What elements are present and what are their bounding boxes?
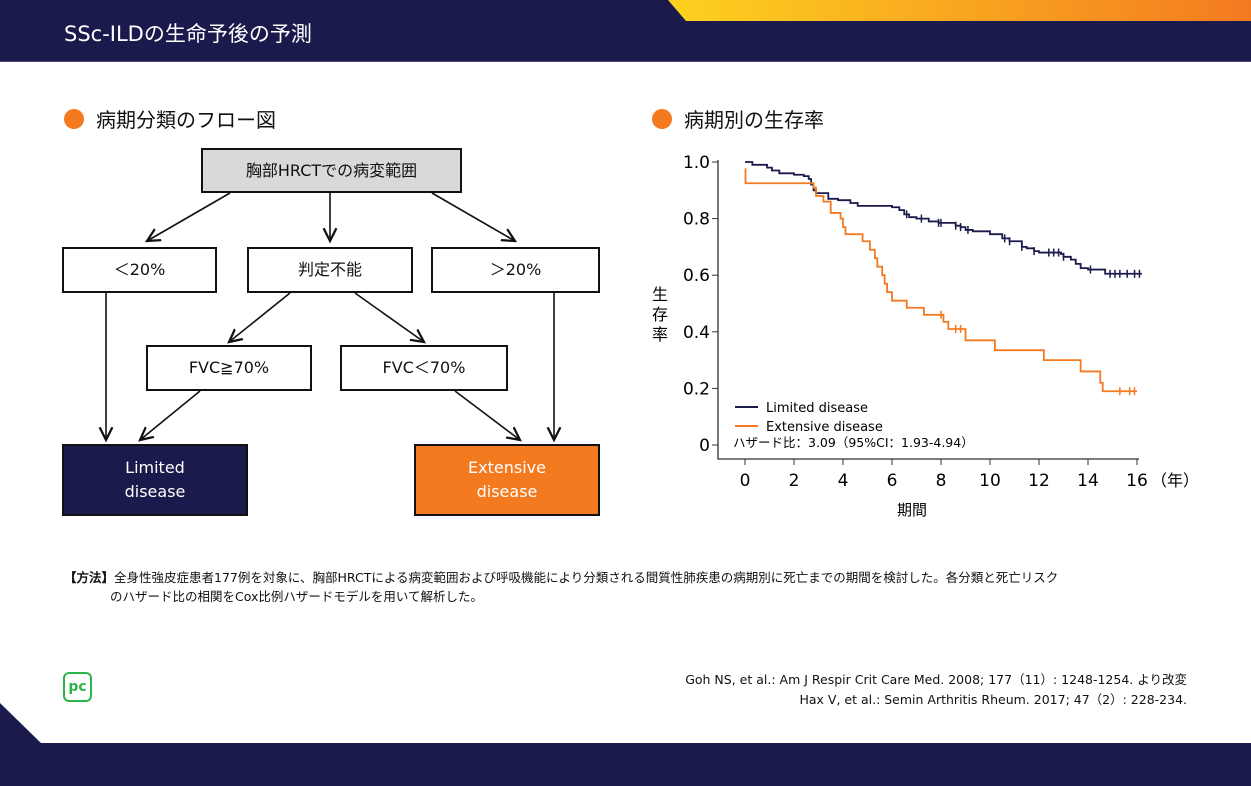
flow-heading-text: 病期分類のフロー図 [96, 108, 276, 132]
x-tick-label: 14 [1077, 471, 1099, 491]
flow-box-limited: Limited disease [62, 444, 248, 516]
header-accent [668, 0, 1251, 21]
x-tick-label: 6 [887, 471, 898, 491]
flow-box-extensive: Extensive disease [414, 444, 600, 516]
flow-box-lt20: ＜20% [62, 247, 217, 293]
legend-label: Extensive disease [766, 420, 883, 435]
bullet-icon [64, 108, 84, 129]
flow-box-fvc-lt70: FVC＜70% [340, 345, 508, 391]
x-axis-label: 期間 [897, 501, 927, 519]
y-axis-label-char: 存 [652, 305, 668, 324]
legend-label: Limited disease [766, 401, 868, 416]
flow-box-indeterminate: 判定不能 [247, 247, 413, 293]
bullet-icon [652, 108, 672, 129]
footer-corner [0, 703, 42, 744]
x-tick-label: 0 [740, 471, 751, 491]
method-label: 【方法】 [64, 570, 115, 585]
x-tick-label: 16 [1126, 471, 1148, 491]
x-unit: （年） [1151, 471, 1199, 490]
y-axis-label-char: 生 [652, 285, 668, 304]
flow-arrows [0, 192, 640, 540]
y-tick-label: 0.2 [683, 379, 710, 399]
reference-1: Goh NS, et al.: Am J Respir Crit Care Me… [685, 672, 1187, 687]
survival-chart: 0 0.2 0.4 0.6 0.8 1.0 0 2 4 6 8 10 12 14 16 （年） 期間 生存率 Lim… [652, 153, 1199, 519]
method-text-1: 全身性強皮症患者177例を対象に、胸部HRCTによる病変範囲および呼吸機能により… [114, 570, 1059, 585]
x-tick-label: 8 [936, 471, 947, 491]
y-tick-label: 0 [699, 436, 710, 456]
page-title: SSc-ILDの生命予後の予測 [64, 22, 312, 46]
axes [717, 160, 1139, 460]
pc-logo: pc [63, 672, 92, 702]
y-tick-label: 0.4 [683, 323, 710, 343]
flow-heading: 病期分類のフロー図 [64, 104, 276, 133]
x-tick-label: 12 [1028, 471, 1050, 491]
flow-box-gt20: ＞20% [431, 247, 600, 293]
flow-box-fvc-ge70: FVC≧70% [146, 345, 312, 391]
y-tick-label: 1.0 [683, 153, 710, 173]
y-tick-label: 0.8 [683, 210, 710, 230]
footer-bar [0, 743, 1251, 786]
y-tick-label: 0.6 [683, 266, 710, 286]
hazard-ratio-annotation: ハザード比：3.09（95%CI：1.93-4.94） [733, 435, 974, 450]
flow-box-hrct: 胸部HRCTでの病変範囲 [201, 148, 462, 193]
y-axis-label-char: 率 [652, 325, 668, 344]
series-line-0 [745, 161, 1142, 275]
x-tick-label: 4 [838, 471, 849, 491]
chart-heading: 病期別の生存率 [652, 104, 824, 133]
method-note: 【方法】全身性強皮症患者177例を対象に、胸部HRCTによる病変範囲および呼吸機… [64, 568, 1204, 606]
x-tick-label: 10 [979, 471, 1001, 491]
chart-heading-text: 病期別の生存率 [684, 108, 824, 132]
series-line-1 [744, 168, 1137, 393]
x-tick-label: 2 [789, 471, 800, 491]
method-text-2: のハザード比の相関をCox比例ハザードモデルを用いて解析した。 [110, 589, 484, 604]
reference-2: Hax V, et al.: Semin Arthritis Rheum. 20… [799, 692, 1187, 707]
